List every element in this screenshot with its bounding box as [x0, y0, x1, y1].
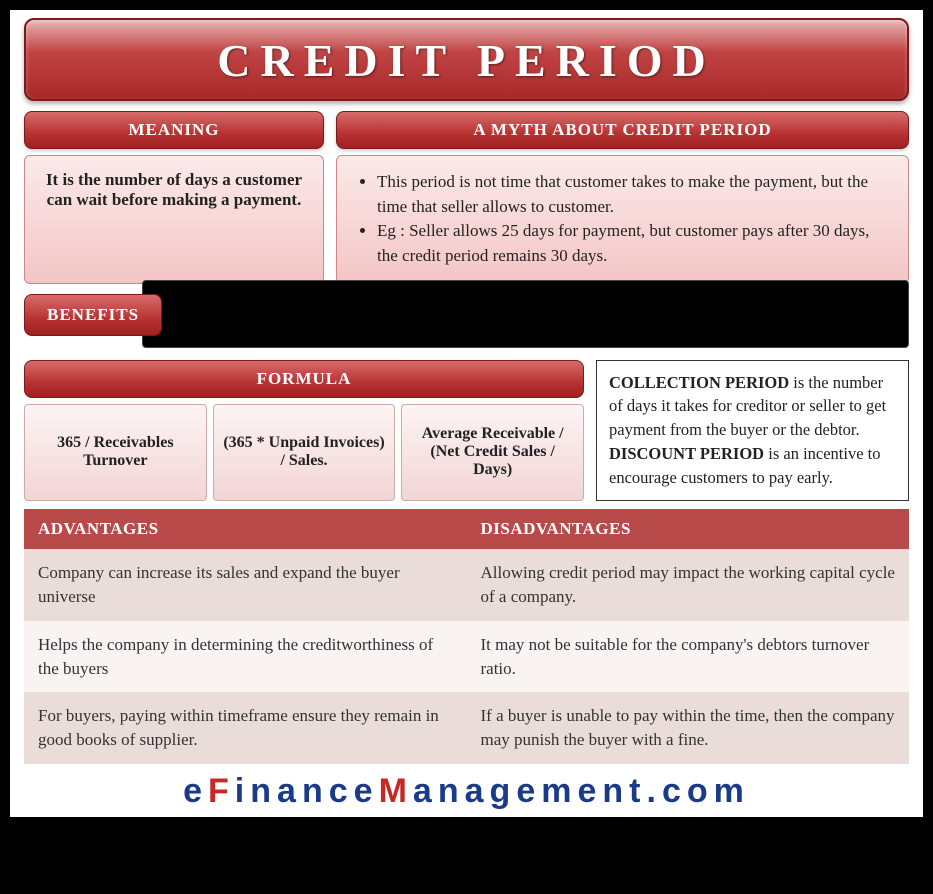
definitions-box: COLLECTION PERIOD is the number of days … — [596, 360, 909, 502]
table-row: Helps the company in determining the cre… — [24, 621, 909, 693]
footer-char: o — [687, 772, 714, 810]
disadvantage-cell: If a buyer is unable to pay within the t… — [467, 692, 910, 764]
table-row: Company can increase its sales and expan… — [24, 549, 909, 621]
footer-char: i — [235, 772, 250, 810]
formula-section: FORMULA 365 / Receivables Turnover (365 … — [24, 360, 584, 502]
footer-char: c — [662, 772, 687, 810]
benefits-label: BENEFITS — [24, 294, 162, 336]
footer-char: e — [516, 772, 541, 810]
footer-char: a — [413, 772, 438, 810]
footer-char: M — [379, 772, 413, 810]
footer-char: a — [277, 772, 302, 810]
table-row: For buyers, paying within timeframe ensu… — [24, 692, 909, 764]
benefits-dark-bar — [142, 280, 909, 348]
top-row: MEANING It is the number of days a custo… — [24, 111, 909, 284]
myth-bullet: Eg : Seller allows 25 days for payment, … — [377, 219, 890, 268]
myth-bullet: This period is not time that customer ta… — [377, 170, 890, 219]
advantage-cell: Company can increase its sales and expan… — [24, 549, 467, 621]
footer-char: m — [541, 772, 577, 810]
advantages-header: ADVANTAGES — [24, 509, 467, 549]
page-title: CREDIT PERIOD — [26, 34, 907, 87]
footer-char: e — [183, 772, 208, 810]
footer-char: g — [490, 772, 517, 810]
advantage-cell: For buyers, paying within timeframe ensu… — [24, 692, 467, 764]
formula-cell: (365 * Unpaid Invoices) / Sales. — [213, 404, 396, 502]
discount-label: DISCOUNT PERIOD — [609, 444, 764, 463]
benefits-row: BENEFITS — [24, 294, 909, 348]
advantages-disadvantages-table: ADVANTAGES DISADVANTAGES Company can inc… — [24, 509, 909, 764]
table-header-row: ADVANTAGES DISADVANTAGES — [24, 509, 909, 549]
footer-char: n — [438, 772, 465, 810]
disadvantages-header: DISADVANTAGES — [467, 509, 910, 549]
collection-label: COLLECTION PERIOD — [609, 373, 789, 392]
meaning-header: MEANING — [24, 111, 324, 149]
formula-row: FORMULA 365 / Receivables Turnover (365 … — [24, 360, 909, 502]
footer-char: n — [302, 772, 329, 810]
meaning-column: MEANING It is the number of days a custo… — [24, 111, 324, 284]
title-banner: CREDIT PERIOD — [24, 18, 909, 101]
formula-cell: Average Receivable / (Net Credit Sales /… — [401, 404, 584, 502]
disadvantage-cell: Allowing credit period may impact the wo… — [467, 549, 910, 621]
footer-char: t — [629, 772, 646, 810]
disadvantage-cell: It may not be suitable for the company's… — [467, 621, 910, 693]
footer-char: n — [250, 772, 277, 810]
formula-cell: 365 / Receivables Turnover — [24, 404, 207, 502]
footer-char: e — [577, 772, 602, 810]
advantage-cell: Helps the company in determining the cre… — [24, 621, 467, 693]
footer-char: F — [208, 772, 235, 810]
footer-char: a — [465, 772, 490, 810]
footer-char: n — [602, 772, 629, 810]
formula-header: FORMULA — [24, 360, 584, 398]
myth-header: A MYTH ABOUT CREDIT PERIOD — [336, 111, 909, 149]
myth-list: This period is not time that customer ta… — [355, 170, 890, 269]
formula-cells: 365 / Receivables Turnover (365 * Unpaid… — [24, 404, 584, 502]
infographic-container: CREDIT PERIOD MEANING It is the number o… — [10, 10, 923, 817]
meaning-text: It is the number of days a customer can … — [24, 155, 324, 284]
footer-char: e — [354, 772, 379, 810]
footer-char: . — [647, 772, 662, 810]
footer-char: c — [329, 772, 354, 810]
footer-char: m — [714, 772, 750, 810]
footer-brand: eFinanceManagement.com — [24, 764, 909, 813]
myth-column: A MYTH ABOUT CREDIT PERIOD This period i… — [336, 111, 909, 284]
myth-box: This period is not time that customer ta… — [336, 155, 909, 284]
